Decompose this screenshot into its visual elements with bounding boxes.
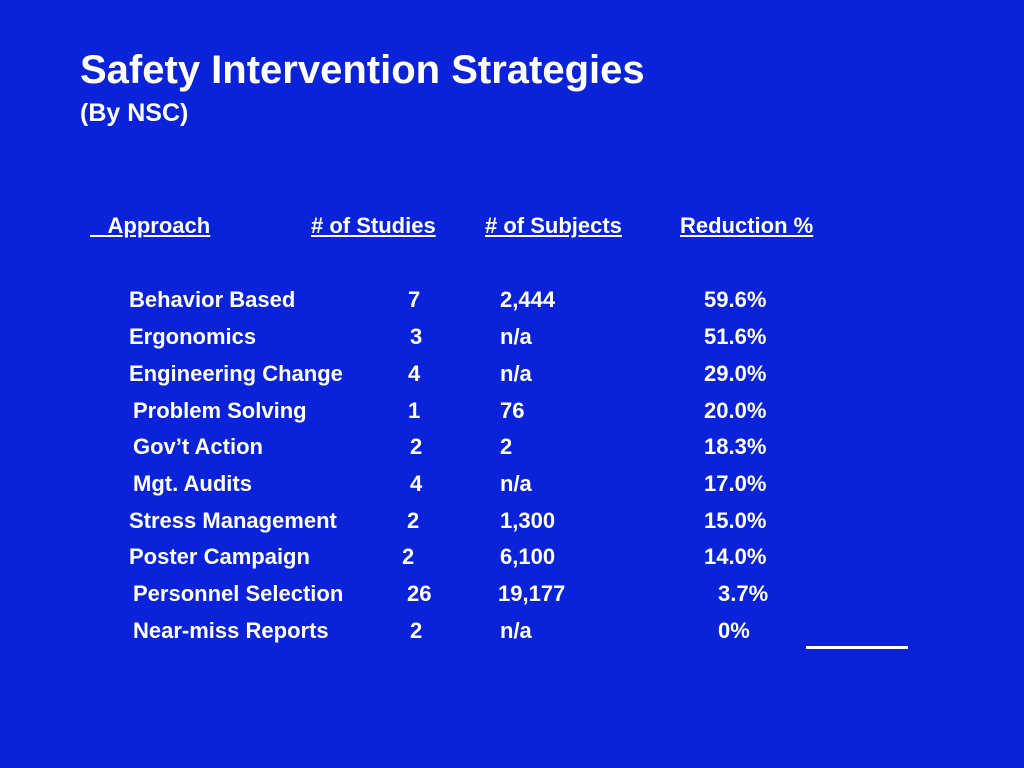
table-row: Stress Management 2 1,300 15.0% [0, 504, 1024, 538]
cell-approach: Behavior Based [129, 287, 296, 312]
header-subjects: # of Subjects [485, 213, 622, 238]
cell-approach: Near-miss Reports [133, 618, 329, 643]
cell-approach: Poster Campaign [129, 544, 310, 569]
table-row: Near-miss Reports 2 n/a 0% [0, 614, 1024, 648]
cell-approach: Mgt. Audits [133, 471, 252, 496]
cell-approach: Personnel Selection [133, 581, 344, 606]
cell-reduction: 14.0% [704, 544, 767, 569]
cell-subjects: n/a [500, 361, 532, 386]
table-row: Poster Campaign 2 6,100 14.0% [0, 540, 1024, 574]
cell-studies: 3 [410, 324, 423, 349]
table-row: Mgt. Audits 4 n/a 17.0% [0, 467, 1024, 501]
cell-approach: Engineering Change [129, 361, 343, 386]
cell-subjects: n/a [500, 471, 532, 496]
cell-studies: 7 [408, 287, 421, 312]
table-row: Problem Solving 1 76 20.0% [0, 394, 1024, 428]
cell-reduction: 59.6% [704, 287, 767, 312]
cell-subjects: 1,300 [500, 508, 556, 533]
cell-subjects: n/a [500, 618, 532, 643]
cell-reduction: 3.7% [718, 581, 769, 606]
cell-studies: 26 [407, 581, 432, 606]
cell-approach: Gov’t Action [133, 434, 263, 459]
cell-studies: 2 [402, 544, 415, 569]
slide-title: Safety Intervention Strategies [80, 48, 645, 92]
cell-reduction: 15.0% [704, 508, 767, 533]
blank-underline [806, 646, 908, 649]
cell-subjects: 2,444 [500, 287, 556, 312]
cell-subjects: 76 [500, 398, 525, 423]
cell-subjects: 6,100 [500, 544, 556, 569]
slide-subtitle: (By NSC) [80, 99, 189, 127]
header-studies: # of Studies [311, 213, 436, 238]
header-approach: Approach [90, 213, 211, 238]
cell-studies: 2 [410, 618, 423, 643]
table-row: Behavior Based 7 2,444 59.6% [0, 283, 1024, 317]
cell-approach: Ergonomics [129, 324, 257, 349]
cell-reduction: 20.0% [704, 398, 767, 423]
cell-approach: Problem Solving [133, 398, 307, 423]
cell-reduction: 29.0% [704, 361, 767, 386]
cell-reduction: 51.6% [704, 324, 767, 349]
cell-subjects: 19,177 [498, 581, 566, 606]
cell-reduction: 0% [718, 618, 750, 643]
header-reduction: Reduction % [680, 213, 814, 238]
cell-studies: 1 [408, 398, 421, 423]
cell-approach: Stress Management [129, 508, 337, 533]
table-row: Engineering Change 4 n/a 29.0% [0, 357, 1024, 391]
cell-studies: 4 [410, 471, 423, 496]
cell-studies: 2 [407, 508, 420, 533]
table-row: Gov’t Action 2 2 18.3% [0, 430, 1024, 464]
cell-subjects: 2 [500, 434, 513, 459]
table-row: Ergonomics 3 n/a 51.6% [0, 320, 1024, 354]
cell-studies: 2 [410, 434, 423, 459]
cell-reduction: 17.0% [704, 471, 767, 496]
table-row: Personnel Selection 26 19,177 3.7% [0, 577, 1024, 611]
cell-subjects: n/a [500, 324, 532, 349]
cell-studies: 4 [408, 361, 421, 386]
cell-reduction: 18.3% [704, 434, 767, 459]
